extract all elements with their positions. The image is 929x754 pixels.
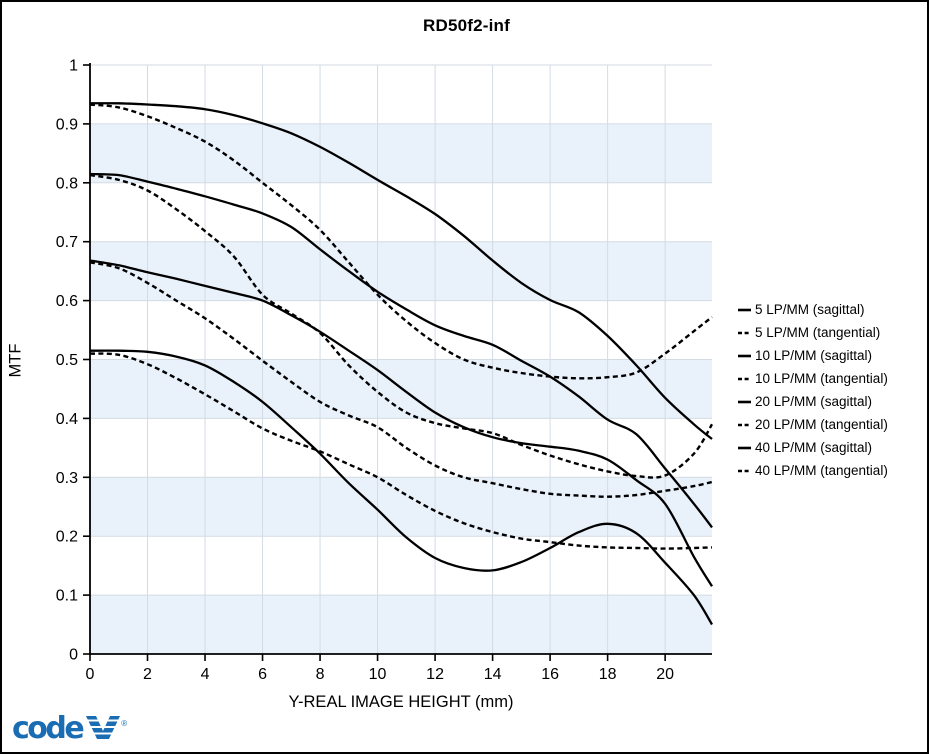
plot-band xyxy=(90,241,712,301)
y-tick-label: 0.7 xyxy=(56,234,78,251)
y-tick-label: 0.3 xyxy=(56,470,78,487)
dashed-line-icon xyxy=(738,377,751,380)
y-tick-label: 0.1 xyxy=(56,588,78,605)
legend-item: 40 LP/MM (sagittal) xyxy=(738,436,927,459)
x-tick-label: 12 xyxy=(426,666,444,683)
dashed-line-icon xyxy=(738,469,751,472)
y-tick-label: 1 xyxy=(69,58,78,75)
plot-band xyxy=(90,123,712,183)
y-tick-label: 0.2 xyxy=(56,529,78,546)
y-tick-label: 0 xyxy=(69,647,78,664)
y-tick-label: 0.9 xyxy=(56,116,78,133)
legend-item-label: 10 LP/MM (sagittal) xyxy=(755,348,873,363)
series-curve xyxy=(89,102,713,440)
y-tick-label: 0.4 xyxy=(56,411,78,428)
solid-line-icon xyxy=(738,400,751,403)
registered-trademark-symbol: ® xyxy=(121,719,128,728)
y-axis-title: MTF xyxy=(6,343,25,378)
y-tick-label: 0.6 xyxy=(56,293,78,310)
codev-logo-v-icon xyxy=(86,716,121,741)
legend-item-label: 5 LP/MM (tangential) xyxy=(755,325,881,340)
x-axis-title: Y-REAL IMAGE HEIGHT (mm) xyxy=(288,693,514,711)
legend-item-label: 40 LP/MM (sagittal) xyxy=(755,440,873,455)
legend-item-label: 10 LP/MM (tangential) xyxy=(755,371,888,386)
series-curve xyxy=(89,173,714,479)
series-curve xyxy=(89,261,713,498)
solid-line-icon xyxy=(738,446,751,449)
legend-item: 20 LP/MM (sagittal) xyxy=(738,390,927,413)
solid-line-icon xyxy=(738,308,751,311)
legend-item-label: 20 LP/MM (tangential) xyxy=(755,417,888,432)
series-curve xyxy=(89,349,713,626)
solid-line-icon xyxy=(738,354,751,357)
legend-item: 5 LP/MM (tangential) xyxy=(738,321,927,344)
x-tick-label: 18 xyxy=(599,666,617,683)
legend-item: 40 LP/MM (tangential) xyxy=(738,459,927,482)
x-tick-label: 16 xyxy=(541,666,559,683)
chart-title: RD50f2-inf xyxy=(422,16,510,35)
legend-item: 20 LP/MM (tangential) xyxy=(738,413,927,436)
y-tick-label: 0.5 xyxy=(56,352,78,369)
x-tick-label: 10 xyxy=(369,666,387,683)
legend-item: 5 LP/MM (sagittal) xyxy=(738,298,927,321)
dashed-line-icon xyxy=(738,423,751,426)
dashed-line-icon xyxy=(738,331,751,334)
legend-item-label: 20 LP/MM (sagittal) xyxy=(755,394,873,409)
codev-logo-word: code xyxy=(12,711,85,746)
x-tick-label: 20 xyxy=(656,666,674,683)
plot-band xyxy=(90,477,712,537)
series-curve xyxy=(89,103,713,380)
x-tick-label: 0 xyxy=(86,666,95,683)
striped-v-glyph xyxy=(86,716,121,741)
series-curve xyxy=(89,259,713,587)
legend-item: 10 LP/MM (sagittal) xyxy=(738,344,927,367)
plot-band xyxy=(90,595,712,654)
legend-item-label: 5 LP/MM (sagittal) xyxy=(755,302,865,317)
x-tick-label: 4 xyxy=(201,666,210,683)
legend-item: 10 LP/MM (tangential) xyxy=(738,367,927,390)
x-tick-label: 6 xyxy=(258,666,267,683)
x-tick-label: 14 xyxy=(484,666,502,683)
y-tick-label: 0.8 xyxy=(56,175,78,192)
legend: 5 LP/MM (sagittal) 5 LP/MM (tangential) 10… xyxy=(738,298,927,482)
x-tick-label: 8 xyxy=(316,666,325,683)
legend-item-label: 40 LP/MM (tangential) xyxy=(755,463,888,478)
x-tick-label: 2 xyxy=(143,666,152,683)
codev-logo: code ® xyxy=(12,711,128,746)
series-curve xyxy=(89,172,713,529)
